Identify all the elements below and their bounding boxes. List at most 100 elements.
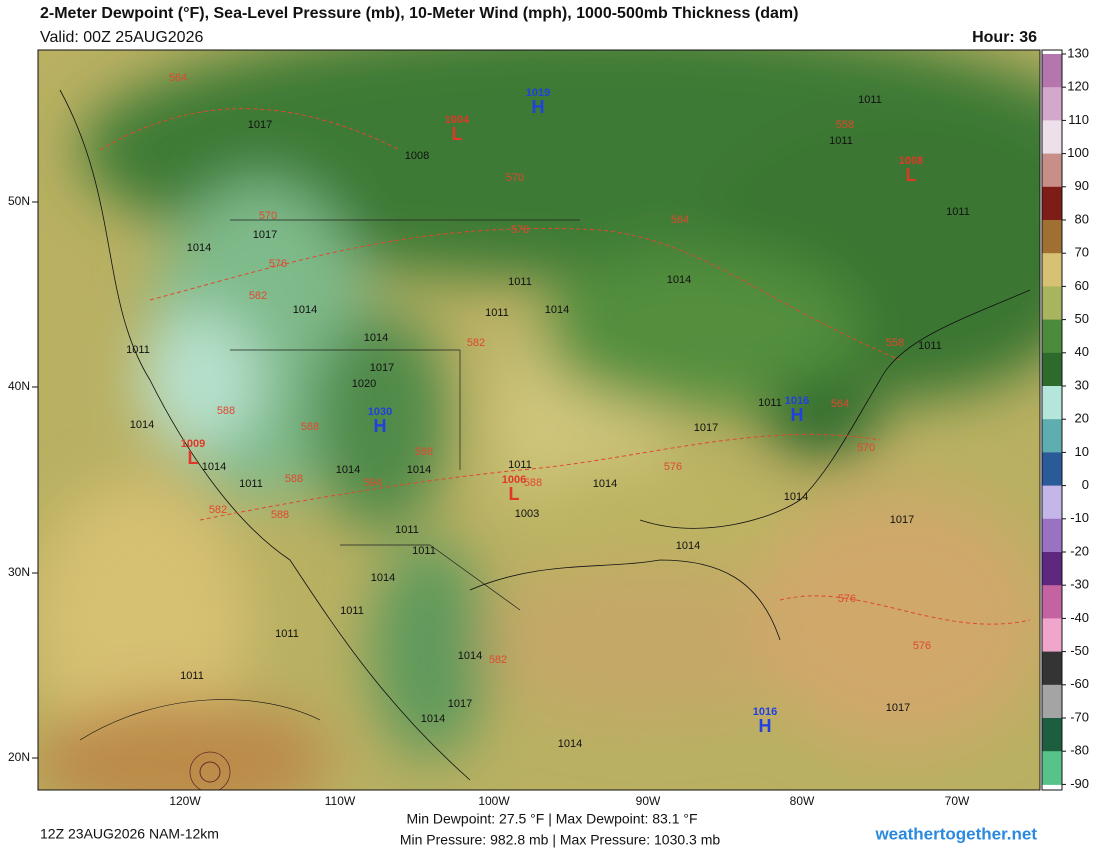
isobar-label: 1014 bbox=[458, 650, 482, 662]
lon-label: 110W bbox=[325, 794, 356, 808]
lon-label: 100W bbox=[478, 794, 510, 808]
thickness-label: 576 bbox=[269, 258, 287, 270]
isobar-label: 1017 bbox=[248, 119, 272, 131]
model-run: 12Z 23AUG2026 NAM-12km bbox=[40, 826, 219, 842]
thickness-label: 582 bbox=[467, 337, 485, 349]
colorbar-segment bbox=[1042, 286, 1062, 321]
isobar-label: 1011 bbox=[508, 459, 532, 471]
thickness-label: 570 bbox=[259, 210, 277, 222]
colorbar-label: 90 bbox=[1075, 178, 1089, 193]
thickness-label: 588 bbox=[415, 446, 433, 458]
isobar-label: 1017 bbox=[448, 698, 472, 710]
colorbar-label: 20 bbox=[1075, 411, 1089, 426]
isobar-label: 1014 bbox=[130, 419, 154, 431]
isobar-label: 1011 bbox=[858, 94, 882, 106]
isobar-label: 1017 bbox=[694, 422, 718, 434]
lon-label: 120W bbox=[169, 794, 201, 808]
colorbar-segment bbox=[1042, 120, 1062, 155]
colorbar-segment bbox=[1042, 186, 1062, 221]
title: 2-Meter Dewpoint (°F), Sea-Level Pressur… bbox=[40, 5, 798, 22]
thickness-label: 594 bbox=[364, 477, 382, 489]
isobar-label: 1011 bbox=[412, 545, 436, 557]
colorbar-frame bbox=[1041, 49, 1063, 791]
colorbar-label: 40 bbox=[1075, 344, 1089, 359]
site-link[interactable]: weathertogether.net bbox=[874, 824, 1037, 843]
pressure-center-value: 1008 bbox=[899, 155, 923, 167]
isobar-label: 1014 bbox=[336, 464, 360, 476]
thickness-label: 570 bbox=[857, 442, 875, 454]
thickness-label: 588 bbox=[301, 421, 319, 433]
pressure-center-value: 1030 bbox=[368, 406, 392, 418]
thickness-label: 576 bbox=[511, 224, 529, 236]
pressure-center-letter: H bbox=[759, 716, 772, 736]
isobar-label: 1014 bbox=[667, 274, 691, 286]
isobar-label: 1014 bbox=[202, 461, 226, 473]
thickness-label: 576 bbox=[838, 593, 856, 605]
colorbar-segment bbox=[1042, 386, 1062, 420]
isobar-label: 1011 bbox=[758, 397, 782, 409]
colorbar-label: 30 bbox=[1075, 377, 1089, 392]
colorbar-label: -60 bbox=[1070, 676, 1089, 691]
colorbar-label: 0 bbox=[1082, 477, 1089, 492]
colorbar-label: 120 bbox=[1067, 79, 1089, 94]
colorbar-segment bbox=[1042, 153, 1062, 188]
pressure-center-letter: H bbox=[374, 416, 387, 436]
pressure-center-letter: L bbox=[906, 165, 917, 185]
thickness-label: 570 bbox=[506, 172, 524, 184]
colorbar-segment bbox=[1042, 419, 1062, 453]
isobar-label: 1017 bbox=[890, 514, 914, 526]
colorbar-label: 70 bbox=[1075, 245, 1089, 260]
colorbar-label: -20 bbox=[1070, 543, 1089, 558]
thickness-label: 588 bbox=[217, 405, 235, 417]
lon-label: 70W bbox=[945, 794, 970, 808]
colorbar-label: -80 bbox=[1070, 743, 1089, 758]
colorbar-label: -50 bbox=[1070, 643, 1089, 658]
map-field bbox=[38, 50, 1040, 790]
pressure-center-letter: L bbox=[509, 484, 520, 504]
thickness-label: 582 bbox=[489, 654, 507, 666]
isobar-label: 1020 bbox=[352, 378, 376, 390]
colorbar-segment bbox=[1042, 618, 1062, 653]
isobar-label: 1011 bbox=[239, 478, 263, 490]
thickness-label: 558 bbox=[886, 337, 904, 349]
pressure-center-letter: H bbox=[791, 405, 804, 425]
isobar-label: 1011 bbox=[180, 670, 204, 682]
lat-label: 50N bbox=[8, 194, 30, 208]
isobar-label: 1011 bbox=[126, 344, 150, 356]
forecast-hour: Hour: 36 bbox=[972, 29, 1037, 46]
colorbar-segment bbox=[1042, 87, 1062, 121]
colorbar-label: 60 bbox=[1075, 278, 1089, 293]
colorbar-label: -30 bbox=[1070, 577, 1089, 592]
pressure-center-value: 1009 bbox=[181, 438, 205, 450]
isobar-label: 1014 bbox=[407, 464, 431, 476]
thickness-label: 588 bbox=[285, 473, 303, 485]
thickness-label: 564 bbox=[169, 72, 187, 84]
pressure-center-value: 1004 bbox=[445, 114, 470, 126]
lon-label: 80W bbox=[790, 794, 815, 808]
pressure-center-letter: L bbox=[452, 124, 463, 144]
isobar-label: 1014 bbox=[676, 540, 700, 552]
colorbar-segment bbox=[1042, 718, 1062, 752]
pressure-center-letter: H bbox=[532, 97, 545, 117]
colorbar-label: 50 bbox=[1075, 311, 1089, 326]
colorbar-segment bbox=[1042, 253, 1062, 287]
pressure-center-value: 1016 bbox=[753, 706, 777, 718]
isobar-label: 1011 bbox=[485, 307, 509, 319]
thickness-label: 558 bbox=[836, 119, 854, 131]
thickness-label: 576 bbox=[913, 640, 931, 652]
colorbar-segment bbox=[1042, 585, 1062, 619]
colorbar-segment bbox=[1042, 651, 1062, 686]
isobar-label: 1017 bbox=[253, 229, 277, 241]
colorbar-label: -10 bbox=[1070, 510, 1089, 525]
thickness-label: 588 bbox=[271, 509, 289, 521]
isobar-label: 1014 bbox=[187, 242, 211, 254]
thickness-label: 588 bbox=[524, 477, 542, 489]
isobar-label: 1014 bbox=[371, 572, 395, 584]
colorbar-label: -40 bbox=[1070, 610, 1089, 625]
valid-time: Valid: 00Z 25AUG2026 bbox=[40, 29, 203, 46]
thickness-label: 564 bbox=[831, 398, 849, 410]
isobar-label: 1014 bbox=[593, 478, 617, 490]
lat-label: 30N bbox=[8, 565, 30, 579]
